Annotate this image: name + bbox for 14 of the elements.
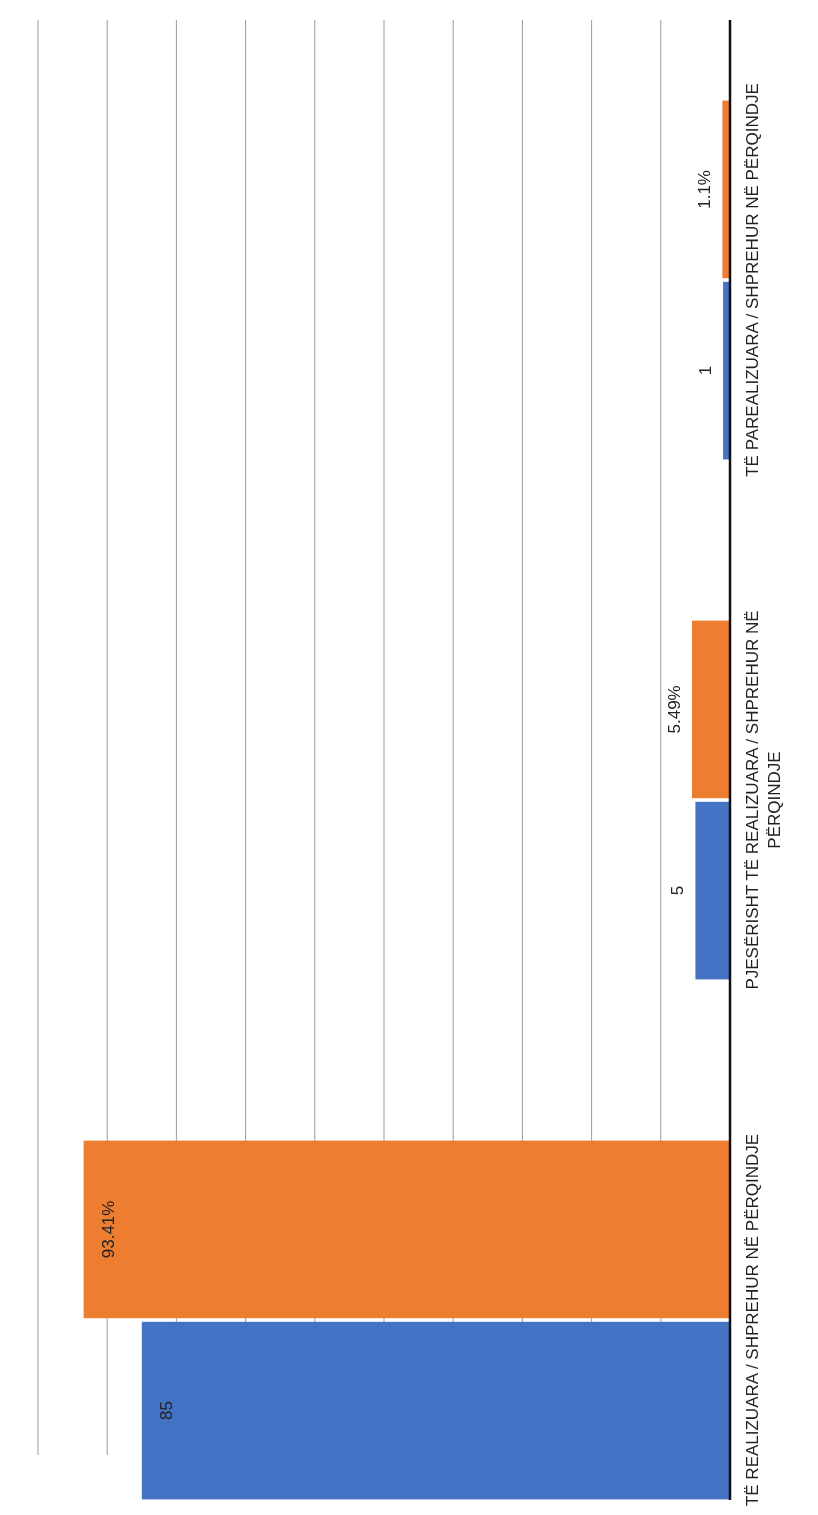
data-label: 5 — [668, 885, 688, 896]
data-label: 1 — [696, 365, 716, 376]
bar — [141, 1321, 730, 1500]
y-tick-label: TË PAREALIZUARA / SHPREHUR NË PËRQINDJE — [743, 83, 762, 477]
data-label: 1.1% — [695, 170, 715, 209]
bar — [695, 801, 730, 980]
y-tick-label: TË REALIZUARA / SHPREHUR NË PËRQINDJE — [743, 1133, 762, 1507]
bar — [722, 100, 730, 279]
y-tick-label: PJESËRISHT TË REALIZUARA / SHPREHUR NË PËRQINDJE — [743, 610, 784, 990]
data-label: 85 — [156, 1401, 176, 1421]
data-label: 93.41% — [98, 1200, 118, 1259]
data-label: 5.49% — [665, 685, 685, 734]
bar — [83, 1140, 730, 1319]
bar — [692, 620, 730, 799]
